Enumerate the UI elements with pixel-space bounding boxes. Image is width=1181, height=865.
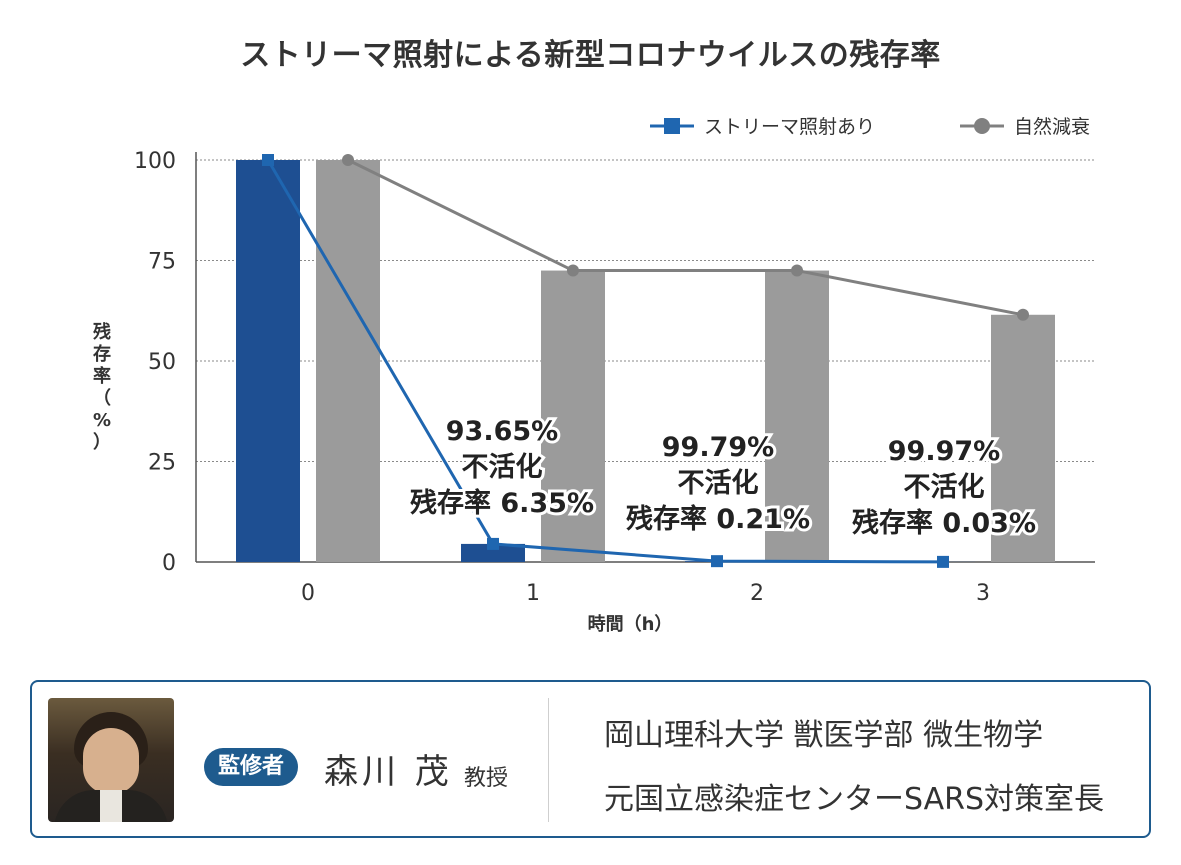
legend-label-streamer: ストリーマ照射あり xyxy=(704,116,875,138)
annotation-label: 残存率 6.35% xyxy=(410,487,594,519)
annotation-label: 不活化 xyxy=(904,472,985,503)
bar-natural-0 xyxy=(316,160,380,562)
y-axis-title-char: 残 xyxy=(93,321,111,343)
supervisor-photo xyxy=(48,698,174,822)
x-tick-label: 1 xyxy=(526,581,540,606)
annotation-label: 不活化 xyxy=(462,452,543,483)
y-tick-label: 75 xyxy=(148,250,176,275)
y-tick-label: 0 xyxy=(162,551,176,576)
annotation-label: 残存率 0.21% xyxy=(626,503,810,535)
point-streamer xyxy=(937,555,949,568)
bar-streamer-1 xyxy=(461,543,525,562)
supervisor-title: 教授 xyxy=(464,766,509,791)
y-axis-title-char: 存 xyxy=(93,343,111,365)
annotation-label: 93.65% xyxy=(446,416,558,447)
y-axis-title-char: ） xyxy=(93,432,111,453)
x-tick-label: 2 xyxy=(750,581,764,606)
annotation-label: 99.97% xyxy=(888,436,1000,467)
legend-label-natural: 自然減衰 xyxy=(1014,116,1090,138)
y-tick-label: 50 xyxy=(148,350,176,375)
supervisor-name: 森川 茂 xyxy=(324,752,453,792)
y-axis-title-char: 率 xyxy=(93,365,111,387)
point-natural xyxy=(567,264,579,277)
series-line-streamer xyxy=(266,159,944,564)
y-tick-label: 25 xyxy=(148,451,176,476)
bar-natural-1 xyxy=(541,270,605,562)
chart-title: ストリーマ照射による新型コロナウイルスの残存率 xyxy=(240,38,941,73)
y-axis-title-char: （ xyxy=(93,388,111,409)
point-streamer xyxy=(711,555,723,568)
affiliation-line-2: 元国立感染症センターSARS対策室長 xyxy=(604,782,1105,817)
series-line-natural xyxy=(347,158,1024,317)
bar-natural-3 xyxy=(991,314,1055,562)
legend-marker-streamer xyxy=(664,118,680,134)
bar-streamer-0 xyxy=(236,160,300,562)
bar-natural-2 xyxy=(765,270,829,562)
divider xyxy=(548,698,549,822)
point-natural xyxy=(791,264,803,277)
point-natural xyxy=(1017,308,1029,321)
x-axis-title: 時間（h） xyxy=(588,614,673,635)
y-tick-label: 100 xyxy=(134,149,176,174)
annotation-label: 不活化 xyxy=(678,468,759,499)
affiliation-line-1: 岡山理科大学 獣医学部 微生物学 xyxy=(604,718,1044,753)
point-natural xyxy=(342,154,354,166)
supervisor-badge: 監修者 xyxy=(204,748,299,786)
annotation-label: 99.79% xyxy=(662,432,774,463)
supervisor-card: 監修者 森川 茂 教授 岡山理科大学 獣医学部 微生物学 元国立感染症センターS… xyxy=(30,680,1151,838)
x-tick-label: 3 xyxy=(976,581,990,606)
x-tick-label: 0 xyxy=(301,581,315,606)
point-streamer xyxy=(487,537,499,550)
legend-marker-natural xyxy=(974,118,990,134)
point-streamer xyxy=(262,154,274,166)
y-axis-title-char: % xyxy=(93,410,111,431)
annotation-label: 残存率 0.03% xyxy=(852,507,1036,539)
